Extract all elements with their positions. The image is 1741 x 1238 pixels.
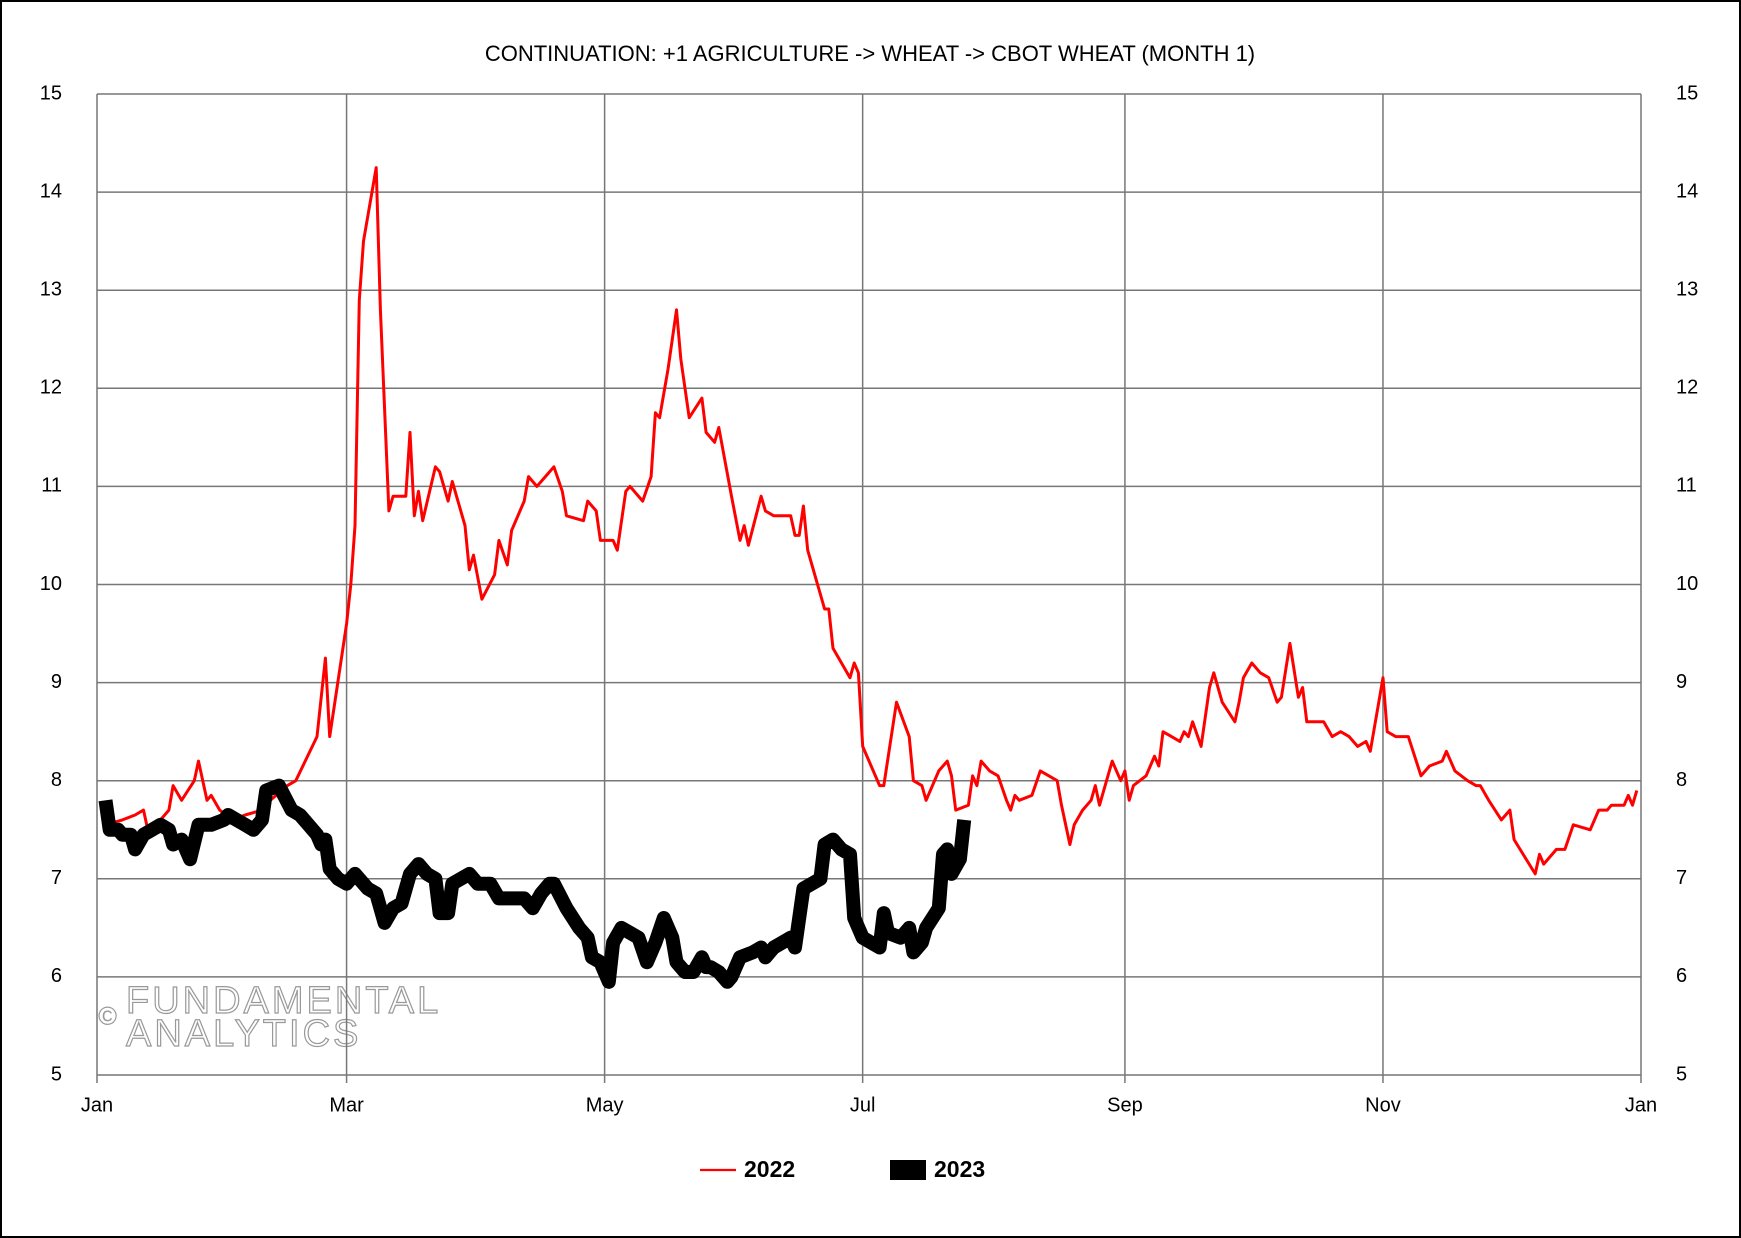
x-tick-label: May [586,1094,624,1116]
y-tick-label: 5 [51,1063,62,1085]
x-tick-label: Jan [1625,1094,1657,1116]
chart-title: CONTINUATION: +1 AGRICULTURE -> WHEAT ->… [485,41,1255,66]
y2-tick-label: 9 [1676,671,1687,693]
legend-item: 2023 [890,1156,985,1182]
y-tick-label: 10 [40,573,62,595]
y2-tick-label: 10 [1676,573,1698,595]
y2-tick-label: 12 [1676,377,1698,399]
watermark-line: FUNDAMENTAL [126,980,441,1022]
y-tick-label: 6 [51,965,62,987]
y-tick-label: 14 [40,180,62,202]
series-line [105,166,1639,876]
y2-tick-label: 14 [1676,180,1698,202]
y2-tick-label: 6 [1676,965,1687,987]
watermark-line: ANALYTICS [126,1013,361,1055]
y-tick-label: 13 [40,278,62,300]
watermark-symbol: © [98,1001,117,1031]
y-tick-label: 12 [40,377,62,399]
y2-tick-label: 13 [1676,278,1698,300]
series-line [98,778,972,989]
y-tick-label: 8 [51,769,62,791]
y-tick-label: 15 [40,82,62,104]
legend-label: 2022 [744,1156,795,1182]
x-tick-label: Nov [1365,1094,1401,1116]
y2-tick-label: 5 [1676,1063,1687,1085]
watermark: © FUNDAMENTAL ANALYTICS [98,979,441,1055]
grid [96,93,1642,1083]
legend-label: 2023 [934,1156,985,1182]
legend-item: 2022 [700,1156,795,1182]
y2-tick-label: 8 [1676,769,1687,791]
y-tick-label: 11 [41,475,62,497]
y-tick-label: 9 [51,671,62,693]
y-tick-label: 7 [51,867,62,889]
x-tick-label: Mar [329,1094,364,1116]
x-tick-label: Jul [850,1094,876,1116]
y2-tick-label: 11 [1676,475,1697,497]
y2-tick-label: 15 [1676,82,1698,104]
x-tick-label: Sep [1107,1094,1143,1116]
y2-tick-label: 7 [1676,867,1687,889]
x-tick-label: Jan [81,1094,113,1116]
